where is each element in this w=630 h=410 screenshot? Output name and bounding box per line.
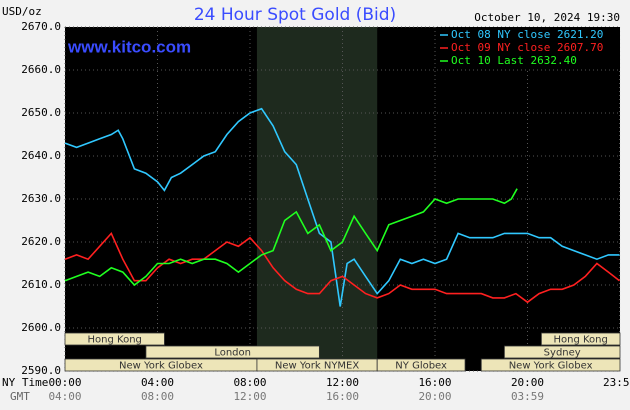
legend-label: Oct 09 NY close 2607.70: [451, 41, 603, 54]
y-tick-label: 2620.0: [21, 235, 61, 248]
session-label: New York Globex: [509, 361, 593, 372]
session-label: New York NYMEX: [275, 361, 360, 372]
series-line: [64, 107, 620, 307]
session-bar: [145, 345, 320, 359]
gmt-tick-label: 03:59: [511, 390, 544, 403]
session-label: NY Globex: [395, 361, 447, 372]
y-tick-label: 2610.0: [21, 278, 61, 291]
x-tick-label: 00:00: [48, 376, 81, 389]
y-tick-label: 2650.0: [21, 106, 61, 119]
session-bar: [540, 332, 621, 346]
session-bar: [64, 332, 165, 346]
timestamp: October 10, 2024 19:30: [474, 11, 620, 24]
x-tick-label: 08:00: [233, 376, 266, 389]
y-tick-label: 2630.0: [21, 192, 61, 205]
y-tick-label: 2600.0: [21, 321, 61, 334]
series-line: [64, 188, 518, 287]
series-line: [64, 231, 620, 304]
session-bar: [376, 358, 466, 372]
session-label: Hong Kong: [88, 335, 142, 346]
gmt-tick-label: 16:00: [326, 390, 359, 403]
y-tick-label: 2640.0: [21, 149, 61, 162]
x2-axis-label: GMT: [10, 390, 30, 403]
x-tick-label: 04:00: [141, 376, 174, 389]
site-label: www.kitco.com: [67, 37, 191, 56]
session-bar: [480, 358, 621, 372]
chart-title: 24 Hour Spot Gold (Bid): [194, 5, 396, 25]
legend: [436, 27, 620, 69]
session-label: London: [214, 348, 251, 359]
session-label: Hong Kong: [554, 335, 608, 346]
x-tick-label: 12:00: [326, 376, 359, 389]
y-tick-label: 2660.0: [21, 63, 61, 76]
gmt-tick-label: 12:00: [233, 390, 266, 403]
unit-label: USD/oz: [2, 5, 42, 18]
session-bar: [503, 345, 621, 359]
x-axis-label: NY Time: [2, 376, 48, 389]
y-tick-label: 2590.0: [21, 364, 61, 377]
x-tick-label: 16:00: [418, 376, 451, 389]
x-tick-label: 23:59: [603, 376, 630, 389]
x-tick-label: 20:00: [511, 376, 544, 389]
session-label: New York Globex: [119, 361, 203, 372]
legend-label: Oct 10 Last 2632.40: [451, 54, 577, 67]
gmt-tick-label: 04:00: [48, 390, 81, 403]
session-label: Sydney: [544, 348, 581, 359]
gmt-tick-label: 08:00: [141, 390, 174, 403]
y-tick-label: 2670.0: [21, 20, 61, 33]
gmt-tick-label: 20:00: [418, 390, 451, 403]
legend-label: Oct 08 NY close 2621.20: [451, 28, 603, 41]
